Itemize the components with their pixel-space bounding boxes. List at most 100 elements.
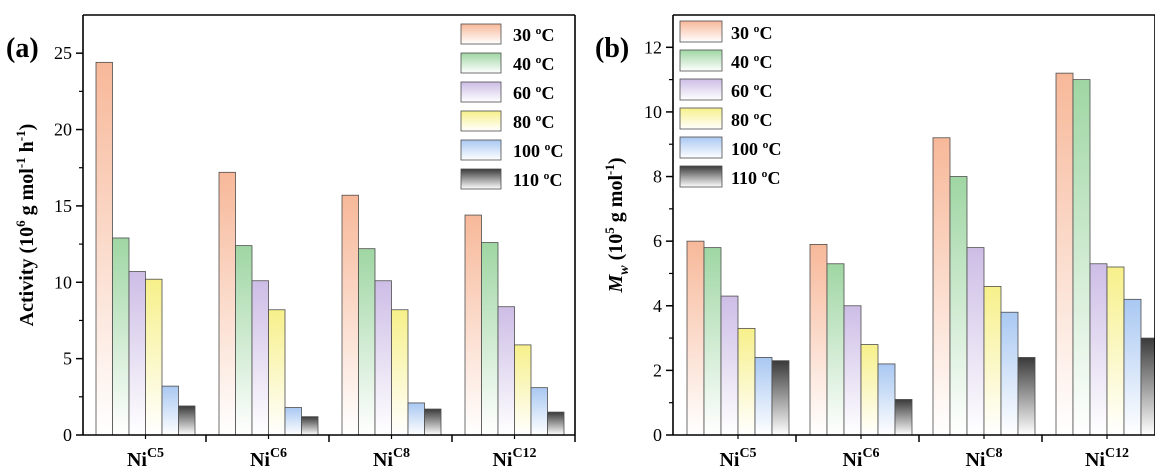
bar-a-C5-3 — [145, 278, 163, 436]
legend-swatch — [460, 139, 502, 161]
x-tick-label: NiC5 — [719, 446, 756, 471]
panel-label: (a) — [6, 33, 39, 64]
bar-b-C5-3 — [737, 327, 756, 436]
y-tick-label: 5 — [63, 349, 72, 369]
bar-a-C5-4 — [161, 385, 179, 436]
legend-swatch — [460, 23, 502, 45]
y-tick-label: 15 — [54, 196, 72, 216]
panel-label: (b) — [595, 33, 629, 64]
bar-b-C8-1 — [949, 176, 968, 436]
bar-b-C12-1 — [1072, 79, 1091, 436]
x-tick-label: NiC5 — [127, 446, 164, 471]
y-tick-label: 0 — [63, 425, 72, 445]
y-tick-label: 2 — [653, 360, 662, 380]
bar-b-C8-0 — [932, 137, 951, 436]
bar-a-C12-5 — [547, 411, 565, 436]
bar-a-C12-2 — [497, 306, 515, 436]
y-tick-label: 10 — [644, 102, 662, 122]
panel-b-chart: NiC5 NiC6 NiC8 NiC12 0 2 4 6 8 10 12 (b) Mw (105 g m… — [595, 14, 1155, 471]
legend-label: 100 ºC — [513, 141, 563, 161]
legend: 30 ºC 40 ºC 60 ºC 80 ºC 100 ºC 110 ºC — [679, 20, 781, 188]
bar-b-C5-2 — [720, 295, 739, 436]
bar-a-C6-0 — [218, 171, 236, 436]
legend-label: 30 ºC — [731, 23, 772, 43]
bar-b-C6-2 — [843, 305, 862, 436]
legend: 30 ºC 40 ºC 60 ºC 80 ºC 100 ºC 110 ºC — [460, 23, 563, 190]
y-axis-label: Activity (106 g mol-1 h-1) — [13, 124, 38, 327]
bar-b-C5-1 — [703, 247, 722, 436]
legend-label: 30 ºC — [513, 25, 554, 45]
bar-b-C8-5 — [1017, 357, 1036, 436]
x-tick-label: NiC8 — [965, 446, 1002, 471]
bar-b-C5-5 — [771, 360, 790, 436]
bar-a-C5-2 — [128, 271, 146, 436]
bar-a-C8-3 — [391, 309, 409, 436]
legend-label: 60 ºC — [731, 81, 772, 101]
legend-label: 80 ºC — [731, 110, 772, 130]
x-tick-label: NiC12 — [1085, 446, 1129, 471]
legend-swatch — [679, 165, 723, 188]
x-tick-label: NiC12 — [492, 446, 536, 471]
bar-b-C6-0 — [809, 243, 828, 436]
bar-a-C8-1 — [358, 248, 376, 436]
x-tick-label: NiC6 — [842, 446, 879, 471]
y-tick-label: 20 — [54, 120, 72, 140]
bar-a-C12-3 — [514, 344, 532, 436]
legend-swatch — [679, 78, 723, 101]
bar-b-C12-4 — [1123, 298, 1142, 436]
bar-b-C6-1 — [826, 263, 845, 436]
y-tick-label: 25 — [54, 43, 72, 63]
y-tick-label: 4 — [653, 296, 662, 316]
panel-a-chart: NiC5 NiC6 NiC8 NiC12 0 5 10 15 20 25 (a) Activity (… — [6, 14, 576, 471]
bar-b-C8-2 — [966, 247, 985, 436]
y-tick-label: 6 — [653, 231, 662, 251]
bar-a-C6-4 — [284, 407, 302, 436]
legend-label: 110 ºC — [513, 170, 562, 190]
bar-a-C5-1 — [112, 237, 130, 436]
bar-b-C12-2 — [1089, 263, 1108, 436]
legend-label: 110 ºC — [731, 168, 780, 188]
legend-swatch — [679, 20, 723, 43]
legend-swatch — [679, 107, 723, 130]
bar-b-C6-4 — [877, 363, 896, 436]
bar-b-C5-0 — [686, 240, 705, 436]
bar-a-C6-5 — [301, 416, 319, 436]
legend-swatch — [460, 110, 502, 132]
bar-b-C12-3 — [1106, 266, 1125, 436]
y-axis-label: Mw (105 g mol-1) — [602, 157, 632, 293]
bar-a-C6-1 — [235, 245, 253, 436]
bar-b-C12-5 — [1140, 337, 1155, 436]
y-tick-label: 12 — [644, 37, 662, 57]
legend-swatch — [460, 81, 502, 103]
x-tick-label: NiC8 — [373, 446, 410, 471]
y-tick-label: 8 — [653, 167, 662, 187]
bar-b-C6-3 — [860, 344, 879, 436]
bar-b-C12-0 — [1055, 72, 1074, 436]
y-tick-label: 0 — [653, 425, 662, 445]
x-tick-label: NiC6 — [250, 446, 287, 471]
bar-a-C12-0 — [464, 214, 482, 436]
legend-label: 60 ºC — [513, 83, 554, 103]
bar-b-C6-5 — [894, 399, 913, 436]
legend-label: 40 ºC — [731, 52, 772, 72]
legend-swatch — [460, 52, 502, 74]
legend-label: 80 ºC — [513, 112, 554, 132]
bar-a-C6-3 — [268, 309, 286, 436]
bar-a-C12-4 — [530, 387, 548, 436]
bar-a-C8-0 — [341, 194, 359, 436]
legend-swatch — [460, 168, 502, 190]
bar-a-C8-5 — [424, 408, 442, 436]
bar-b-C5-4 — [754, 357, 773, 436]
legend-label: 40 ºC — [513, 54, 554, 74]
legend-swatch — [679, 136, 723, 159]
bar-b-C8-4 — [1000, 311, 1019, 436]
bar-a-C5-5 — [178, 405, 196, 436]
legend-swatch — [679, 49, 723, 72]
bar-a-C12-1 — [481, 242, 499, 436]
bar-b-C8-3 — [983, 285, 1002, 436]
y-tick-label: 10 — [54, 272, 72, 292]
bar-a-C5-0 — [95, 61, 113, 436]
legend-label: 100 ºC — [731, 139, 781, 159]
bar-a-C8-4 — [407, 402, 425, 436]
